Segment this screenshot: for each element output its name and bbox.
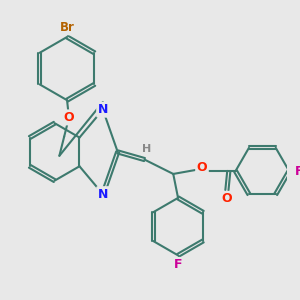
Text: H: H — [142, 144, 151, 154]
Text: F: F — [174, 258, 182, 272]
Text: O: O — [197, 161, 207, 174]
Text: F: F — [295, 165, 300, 178]
Text: N: N — [98, 103, 108, 116]
Text: O: O — [222, 192, 232, 205]
Text: Br: Br — [60, 21, 74, 34]
Text: O: O — [64, 111, 74, 124]
Text: N: N — [98, 188, 108, 201]
